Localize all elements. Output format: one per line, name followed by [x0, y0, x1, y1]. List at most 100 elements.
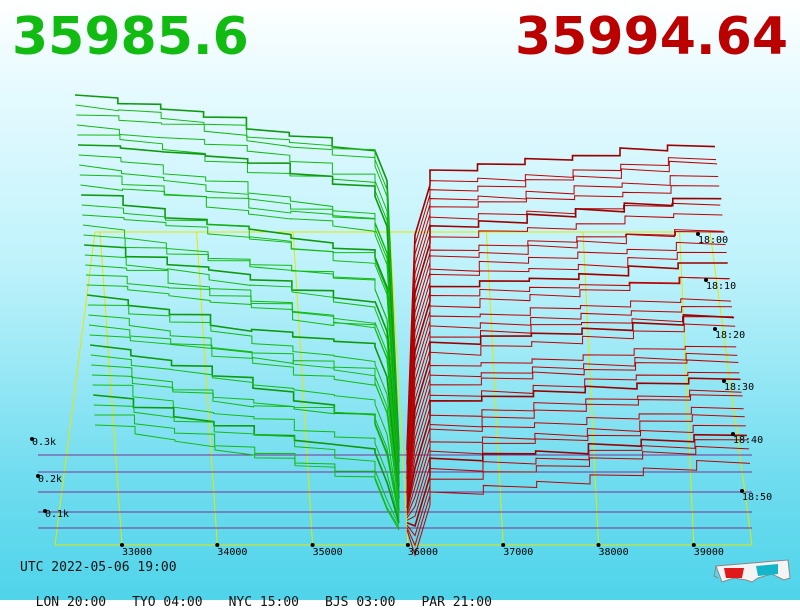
- x-tick-mark: [405, 543, 410, 547]
- bid-depth-line: [78, 144, 400, 463]
- time-tick-mark: [704, 278, 708, 282]
- time-tick-label: 18:00: [698, 235, 728, 246]
- zone-lon: LON 20:00: [35, 595, 107, 610]
- ask-depth-line: [406, 160, 718, 455]
- ask-depth-line: [406, 323, 736, 497]
- x-tick-label: 36000: [408, 547, 438, 558]
- x-tick-mark: [310, 543, 315, 547]
- time-tick-mark: [713, 327, 717, 331]
- ask-depth-line: [406, 439, 748, 537]
- ask-depth-line: [406, 197, 722, 465]
- time-tick-mark: [731, 432, 735, 436]
- bid-depth-line: [84, 254, 400, 489]
- bid-depth-line: [79, 174, 400, 470]
- ask-depth-line: [406, 352, 738, 501]
- x-tick-label: 39000: [694, 547, 724, 558]
- ask-depth-line: [406, 276, 730, 484]
- x-tick-mark: [596, 543, 601, 547]
- depth-tick-label: 0.2k: [38, 474, 62, 485]
- bid-depth-line: [87, 304, 400, 501]
- ask-price: 35994.64: [514, 7, 788, 67]
- bid-depth-line: [91, 364, 400, 516]
- bid-depth-line: [93, 404, 400, 526]
- time-tick-mark: [696, 232, 700, 236]
- depth-tick-label: 0.1k: [45, 509, 69, 520]
- x-tick-mark: [215, 543, 220, 547]
- ask-depth-line: [406, 406, 744, 516]
- ask-depth-line: [406, 241, 726, 475]
- 3d-glasses-icon[interactable]: [712, 556, 792, 592]
- zone-par: PAR 21:00: [421, 595, 492, 610]
- ask-depth-line: [406, 298, 731, 487]
- bid-depth-line: [86, 284, 400, 497]
- depth-tick-mark: [43, 509, 47, 513]
- x-tick-label: 37000: [503, 547, 533, 558]
- ask-depth-line: [406, 316, 734, 492]
- bid-depth-line: [87, 294, 400, 499]
- bid-depth-series: [74, 94, 400, 531]
- depth-tick-mark: [36, 474, 40, 478]
- ask-depth-line: [406, 276, 729, 482]
- ask-depth-line: [406, 251, 727, 477]
- bid-depth-line: [81, 204, 400, 477]
- bid-depth-line: [84, 244, 400, 487]
- time-tick-mark: [740, 489, 744, 493]
- ask-depth-line: [406, 424, 746, 521]
- bid-depth-line: [90, 344, 400, 511]
- ask-depth-line: [406, 359, 739, 504]
- ask-depth-line: [406, 345, 737, 499]
- time-tick-mark: [722, 379, 726, 383]
- ask-depth-line: [406, 231, 725, 472]
- depth-tick-label: 0.3k: [32, 437, 56, 448]
- bid-depth-line: [92, 384, 400, 521]
- ask-depth-line: [406, 394, 743, 514]
- bid-depth-line: [83, 234, 400, 484]
- x-tick-label: 35000: [313, 547, 343, 558]
- bid-depth-line: [77, 134, 400, 460]
- ask-depth-line: [406, 445, 749, 547]
- bid-depth-line: [94, 414, 400, 528]
- ask-depth-line: [406, 459, 751, 557]
- x-tick-label: 33000: [122, 547, 152, 558]
- bid-depth-line: [76, 114, 400, 455]
- ask-depth-line: [406, 305, 732, 489]
- ask-depth-line: [406, 213, 723, 467]
- ask-depth-line: [406, 262, 728, 480]
- x-tick-mark: [120, 543, 124, 547]
- zone-bjs: BJS 03:00: [325, 595, 396, 610]
- depth-tick-mark: [30, 437, 34, 441]
- ask-depth-line: [406, 314, 735, 494]
- ask-depth-line: [406, 202, 721, 463]
- ask-depth-line: [406, 157, 717, 453]
- ask-depth-line: [406, 377, 741, 509]
- time-tick-label: 18:50: [742, 492, 772, 503]
- bid-depth-line: [94, 424, 400, 531]
- ask-depth-line: [406, 433, 747, 527]
- bid-depth-line: [90, 354, 400, 514]
- x-tick-label: 34000: [217, 547, 247, 558]
- x-tick-mark: [691, 543, 696, 547]
- ask-depth-line: [406, 371, 740, 506]
- ask-depth-series: [406, 144, 751, 557]
- ask-depth-line: [406, 229, 724, 470]
- time-tick-label: 18:30: [724, 382, 754, 393]
- ask-depth-line: [406, 185, 720, 460]
- x-tick-mark: [501, 543, 506, 547]
- bid-depth-line: [82, 214, 400, 480]
- bid-depth-line: [91, 374, 400, 518]
- x-tick-label: 38000: [599, 547, 629, 558]
- bid-depth-line: [78, 154, 400, 465]
- ask-depth-line: [406, 175, 719, 458]
- axis-labels: 33000 34000 35000 36000 37000 38000 39000 0.1k 0…: [30, 232, 772, 558]
- ask-depth-line: [406, 144, 716, 451]
- bid-depth-line: [80, 184, 400, 472]
- timezone-row: LON 20:00 TYO 04:00 NYC 15:00 BJS 03:00 PAR …: [20, 580, 518, 610]
- zone-nyc: NYC 15:00: [228, 595, 300, 610]
- bid-depth-line: [88, 324, 400, 506]
- bid-price: 35985.6: [12, 7, 249, 67]
- time-tick-label: 18:10: [706, 281, 736, 292]
- bid-depth-line: [85, 274, 400, 494]
- zone-tyo: TYO 04:00: [132, 595, 203, 610]
- bid-depth-line: [88, 314, 400, 504]
